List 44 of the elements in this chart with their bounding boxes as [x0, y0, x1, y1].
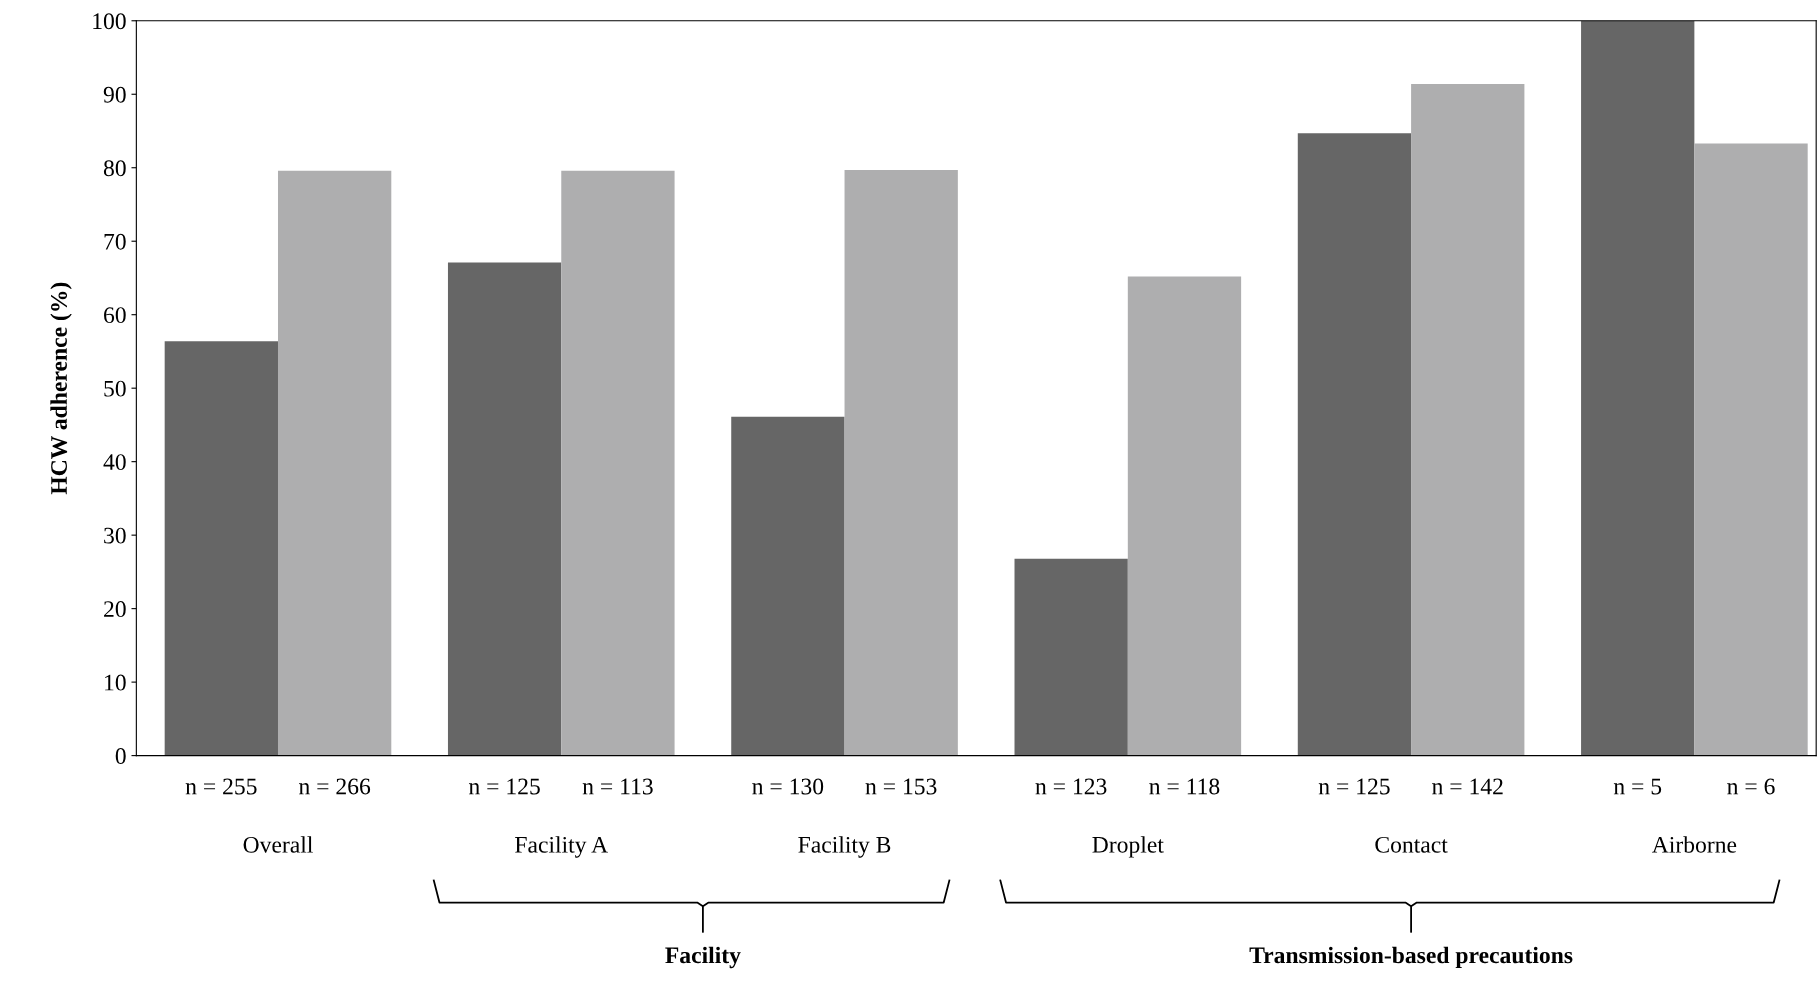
text: Facility [665, 946, 741, 969]
y-tick-label: 90 [103, 86, 126, 103]
text: Transmission-based precautions [1249, 946, 1573, 969]
x-tick-label: Facility A [515, 836, 608, 858]
text: n = 118 [1149, 778, 1220, 795]
bar [1297, 133, 1412, 756]
bar [447, 262, 562, 756]
text: n = 266 [299, 778, 371, 795]
y-tick-label: 60 [104, 307, 126, 324]
x-tick-label: Airborne [1651, 836, 1737, 853]
x-tick-label: Facility B [798, 836, 891, 858]
text: n = 5 [1613, 778, 1662, 795]
y-tick-label: 30 [104, 527, 126, 544]
bar [1411, 83, 1525, 756]
y-tick-label: 70 [104, 233, 126, 250]
y-tick-label: 100 [93, 13, 126, 30]
y-axis-title: HCW adherence (%) [50, 282, 72, 495]
bar [1014, 558, 1128, 756]
y-tick-label: 20 [104, 601, 126, 618]
text: n = 125 [1318, 778, 1390, 795]
bar [844, 169, 958, 756]
text: n = 123 [1035, 778, 1107, 795]
text: n = 142 [1432, 778, 1503, 795]
x-tick-label: Contact [1375, 836, 1448, 853]
bar [731, 416, 845, 756]
text: n = 130 [752, 778, 824, 795]
text: n = 113 [582, 778, 653, 795]
text: n = 255 [185, 778, 257, 795]
text: n = 6 [1727, 778, 1775, 795]
text: n = 153 [865, 778, 937, 795]
y-tick-label: 80 [103, 160, 126, 177]
y-tick-label: 50 [104, 380, 126, 397]
y-tick-label: 10 [105, 674, 126, 691]
bar [1581, 20, 1695, 756]
y-tick-label: 0 [115, 748, 126, 765]
y-tick-label: 40 [103, 454, 126, 471]
bar [164, 341, 278, 756]
x-tick-label: Overall [243, 836, 313, 853]
bar [1127, 276, 1242, 756]
text: n = 125 [468, 778, 540, 795]
bar [277, 170, 392, 756]
bar [561, 170, 675, 756]
bar [1694, 143, 1808, 756]
x-tick-label: Droplet [1092, 836, 1164, 858]
